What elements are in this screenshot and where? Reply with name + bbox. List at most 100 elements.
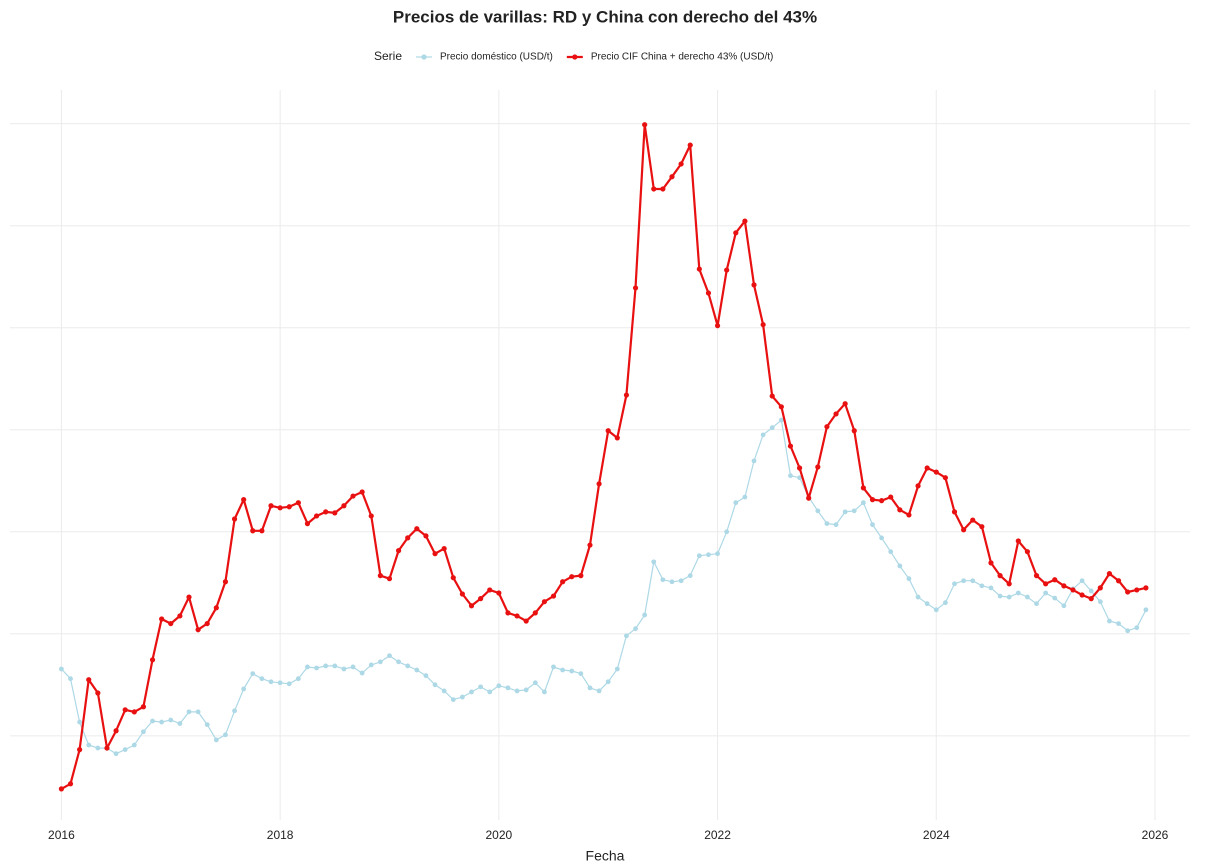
x-tick-label: 2020 (485, 828, 512, 842)
data-point (632, 285, 639, 291)
data-point (140, 704, 147, 710)
data-point (505, 610, 511, 616)
data-point (95, 745, 101, 751)
data-point (942, 600, 948, 606)
data-point (177, 721, 183, 726)
data-point (104, 745, 110, 751)
data-point (487, 689, 493, 695)
data-point (1134, 625, 1140, 631)
data-point (569, 574, 575, 580)
data-point (1088, 596, 1094, 602)
data-point (678, 161, 684, 167)
data-point (241, 686, 247, 692)
data-point (660, 186, 666, 192)
data-point (323, 663, 329, 669)
data-point (532, 680, 538, 686)
data-point (532, 610, 538, 616)
legend-swatch (572, 54, 578, 60)
data-point (505, 685, 511, 691)
data-point (605, 679, 611, 685)
data-point (277, 680, 283, 686)
data-point (760, 432, 766, 438)
data-point (833, 411, 839, 417)
data-point (860, 500, 866, 506)
data-point (523, 687, 529, 693)
data-point (988, 585, 994, 591)
data-point (769, 393, 775, 399)
data-point (195, 627, 201, 633)
data-point (213, 737, 219, 743)
data-point (414, 526, 420, 532)
data-point (213, 605, 219, 611)
data-point (149, 657, 156, 663)
data-point (368, 513, 374, 519)
data-point (651, 186, 657, 192)
data-point (906, 512, 912, 518)
data-point (760, 322, 766, 328)
chart-title: Precios de varillas: RD y China con dere… (393, 7, 817, 26)
data-point (578, 573, 584, 579)
data-point (660, 577, 666, 583)
data-point (942, 475, 948, 481)
data-point (113, 751, 119, 757)
data-point (314, 665, 319, 671)
data-point (86, 677, 92, 683)
data-point (468, 603, 475, 609)
x-tick-label: 2026 (1142, 828, 1169, 842)
data-point (1134, 587, 1140, 593)
data-point (131, 709, 137, 715)
data-point (122, 747, 128, 753)
data-point (377, 573, 383, 579)
x-axis-label: Fecha (586, 848, 625, 864)
data-point (350, 493, 356, 499)
data-point (332, 663, 338, 669)
data-point (150, 718, 155, 724)
data-point (523, 618, 529, 624)
data-point (423, 533, 429, 539)
data-point (341, 503, 347, 509)
data-point (669, 174, 675, 180)
data-point (250, 671, 256, 676)
plot (58, 122, 1149, 792)
data-point (259, 676, 265, 682)
data-point (569, 668, 575, 674)
data-point (368, 662, 374, 668)
data-point (67, 781, 74, 787)
data-point (742, 218, 748, 224)
data-point (970, 517, 976, 523)
data-point (542, 689, 547, 695)
data-point (359, 670, 365, 676)
data-point (414, 667, 420, 673)
data-point (1033, 573, 1040, 579)
data-point (195, 709, 201, 715)
data-point (323, 509, 329, 515)
data-point (231, 516, 238, 522)
data-point (1116, 621, 1121, 626)
data-point (250, 528, 256, 534)
data-point (979, 524, 985, 530)
data-point (624, 633, 629, 639)
data-point (1025, 594, 1030, 600)
data-point (1052, 595, 1058, 601)
data-point (450, 575, 456, 581)
data-point (1015, 538, 1021, 544)
data-point (614, 435, 620, 441)
data-point (623, 392, 630, 398)
data-point (1106, 571, 1113, 577)
data-point (1097, 585, 1103, 591)
data-point (341, 666, 347, 672)
data-point (86, 742, 92, 748)
data-point (1043, 581, 1049, 587)
data-point (578, 671, 584, 676)
data-point (842, 509, 848, 515)
data-point (459, 591, 465, 597)
data-point (359, 489, 365, 495)
grid: 2016 2018 2020 2022 2024 2026 (10, 90, 1190, 842)
data-point (487, 587, 493, 593)
legend-swatch (421, 54, 427, 60)
data-point (478, 596, 484, 602)
data-point (113, 728, 119, 734)
data-point (405, 663, 411, 669)
data-point (851, 508, 857, 514)
data-point (587, 542, 593, 548)
